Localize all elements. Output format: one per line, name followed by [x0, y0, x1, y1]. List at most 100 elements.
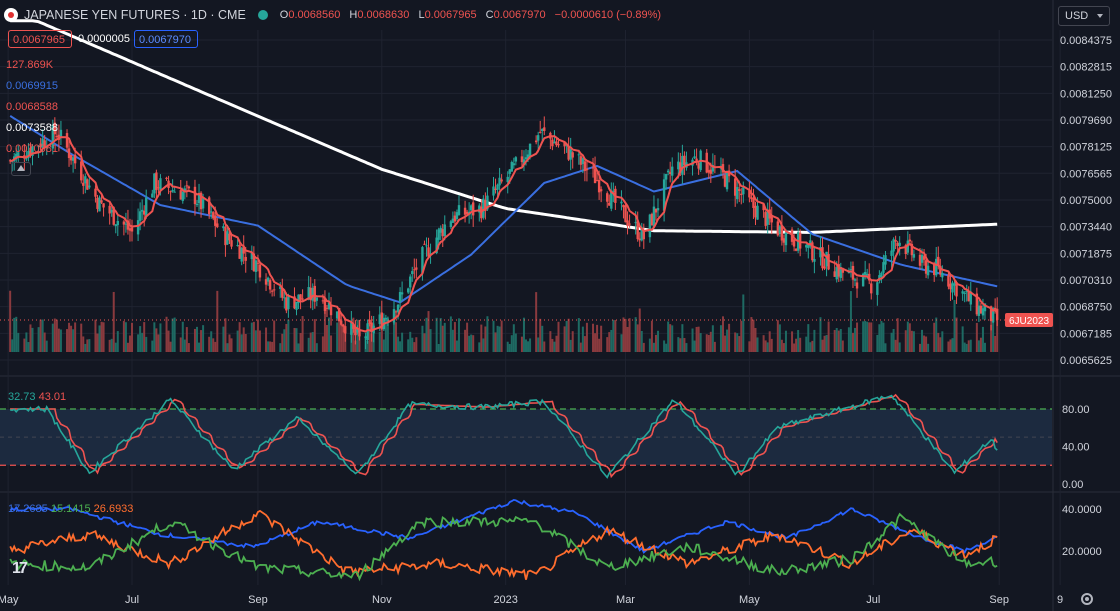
candle-body	[67, 148, 71, 159]
volume-bar	[236, 330, 239, 352]
volume-bar	[429, 329, 432, 352]
volume-bar	[642, 342, 645, 352]
candle-body	[179, 190, 182, 200]
volume-bar	[128, 335, 131, 352]
volume-bar	[443, 322, 446, 352]
candle-body	[212, 212, 215, 219]
volume-bar	[648, 338, 651, 352]
volume-bar	[254, 330, 257, 352]
candle-body	[577, 154, 581, 156]
candle-body	[400, 292, 404, 295]
candle-body	[337, 308, 341, 322]
candle-body	[961, 291, 964, 294]
candle-body	[500, 179, 503, 182]
x-tick-label: Sep	[248, 594, 268, 606]
volume-bar	[583, 336, 586, 352]
oscillator-tick-label: 80.00	[1062, 404, 1090, 416]
candle-body	[264, 279, 268, 285]
oscillator-band	[0, 409, 1052, 466]
volume-bar	[181, 321, 184, 352]
volume-bar	[864, 320, 867, 352]
ma-white-legend-value: 0.0073588	[6, 122, 58, 134]
y-tick-label: 0.0082815	[1060, 62, 1112, 74]
candle-body	[193, 186, 197, 205]
volume-bar	[167, 330, 170, 352]
candle-body	[329, 305, 333, 316]
candle-body	[313, 285, 316, 302]
sell-price-button[interactable]: 0.0067965	[8, 30, 72, 48]
volume-bar	[399, 341, 402, 352]
volume-bar	[762, 335, 765, 352]
volume-bar	[212, 338, 215, 352]
volume-bar	[510, 335, 513, 352]
candle-body	[662, 179, 666, 211]
volume-bar	[898, 342, 901, 352]
volume-bar	[307, 337, 310, 352]
volume-bar	[453, 322, 456, 352]
candle-body	[650, 213, 654, 226]
candle-body	[890, 250, 893, 256]
candle-body	[748, 190, 751, 198]
tradingview-logo-icon: 17	[12, 560, 28, 577]
candle-body	[581, 158, 585, 165]
close-value: 0.0067970	[493, 9, 546, 21]
candle-body	[185, 185, 189, 187]
candle-body	[794, 248, 798, 251]
x-tick-label: Nov	[372, 594, 392, 606]
candle-body	[591, 167, 595, 169]
currency-select[interactable]: USD	[1058, 6, 1110, 26]
volume-bar	[193, 328, 196, 352]
volume-bar	[866, 321, 869, 352]
candle-body	[195, 203, 199, 206]
candle-body	[863, 271, 867, 275]
volume-bar	[108, 339, 111, 352]
symbol-title[interactable]: JAPANESE YEN FUTURES · 1D · CME	[24, 8, 246, 22]
volume-bar	[468, 335, 471, 352]
volume-bar	[340, 319, 343, 352]
candle-body	[884, 255, 887, 265]
volume-bar	[551, 338, 554, 352]
candle-body	[398, 292, 402, 302]
volume-bar	[921, 329, 924, 352]
volume-bar	[496, 325, 499, 352]
buy-price-button[interactable]: 0.0067970	[134, 30, 198, 48]
volume-bar	[782, 343, 785, 352]
volume-bar	[705, 334, 708, 352]
candle-body	[906, 240, 910, 253]
volume-bar	[330, 335, 333, 352]
volume-bar	[494, 332, 497, 352]
candle-body	[124, 223, 128, 225]
candle-body	[557, 144, 560, 146]
candle-body	[409, 276, 412, 288]
candle-body	[683, 155, 686, 166]
candle-body	[752, 198, 755, 208]
settings-gear-icon[interactable]	[1081, 593, 1093, 605]
volume-bar	[328, 317, 331, 352]
candle-body	[31, 145, 34, 157]
candle-body	[920, 254, 924, 263]
volume-bar	[543, 341, 546, 352]
volume-bar	[338, 319, 341, 352]
volume-bar	[27, 342, 30, 352]
y-tick-label: 0.0079690	[1060, 115, 1112, 127]
volume-bar	[535, 292, 538, 352]
volume-bar	[557, 321, 560, 352]
candle-body	[738, 189, 741, 191]
candle-body	[71, 157, 75, 161]
candle-body	[725, 171, 729, 190]
volume-bar	[784, 330, 787, 352]
candle-body	[142, 210, 146, 215]
candle-body	[80, 161, 83, 181]
candle-body	[199, 192, 203, 210]
collapse-legend-button[interactable]	[11, 162, 31, 176]
volume-bar	[823, 335, 826, 352]
volume-bar	[486, 316, 489, 352]
candle-body	[378, 314, 381, 324]
oscillator-value-2: 43.01	[38, 391, 67, 403]
volume-bar	[638, 308, 641, 352]
candle-body	[297, 294, 300, 304]
volume-bar	[401, 332, 404, 352]
volume-bar	[724, 335, 727, 352]
volume-bar	[990, 324, 993, 352]
